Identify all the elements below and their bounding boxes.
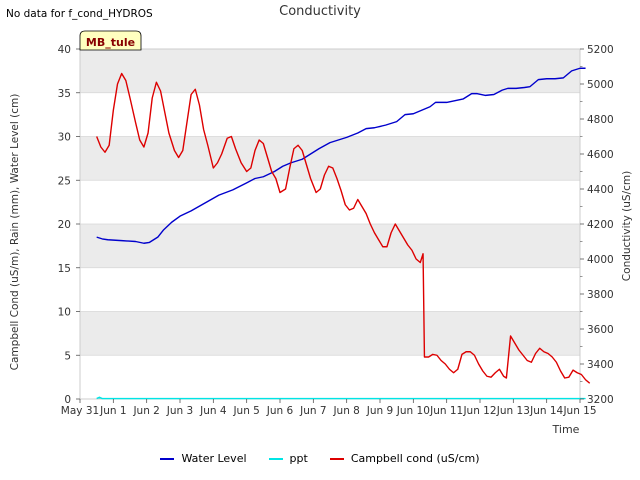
legend: Water Level ppt Campbell cond (uS/cm) — [0, 452, 640, 465]
no-data-note: No data for f_cond_HYDROS — [6, 8, 153, 20]
legend-swatch-campbell — [329, 457, 344, 460]
x-tick-label: Jun 7 — [299, 405, 326, 417]
x-axis-ticks: May 31 Jun 1 Jun 2 Jun 3 Jun 4 Jun 5 Jun 6 Jun … — [61, 399, 597, 417]
x-tick-label: Jun 2 — [132, 405, 159, 417]
x-tick-label: Jun 8 — [332, 405, 359, 417]
x-tick-label: Jun 14 — [529, 405, 563, 417]
right-y-tick-label: 3200 — [587, 394, 614, 406]
legend-swatch-water-level — [160, 457, 175, 460]
background-bands — [80, 49, 580, 356]
series-line-0 — [96, 67, 586, 244]
legend-swatch-ppt — [268, 457, 283, 460]
left-y-axis-label: Campbell Cond (uS/m), Rain (mm), Water L… — [9, 94, 21, 371]
series-lines — [96, 67, 591, 400]
right-y-tick-label: 4800 — [587, 114, 614, 126]
x-tick-label: May 31 — [61, 405, 99, 417]
x-tick-label: Jun 4 — [199, 405, 227, 417]
left-y-tick-label: 10 — [58, 307, 71, 319]
series-line-1 — [96, 396, 586, 400]
right-y-tick-label: 4200 — [587, 219, 614, 231]
right-y-tick-label: 4400 — [587, 184, 614, 196]
x-tick-label: Jun 12 — [462, 405, 496, 417]
legend-item-water-level: Water Level — [160, 452, 247, 465]
left-y-tick-label: 20 — [58, 219, 71, 231]
station-badge: MB_tule — [79, 30, 142, 51]
left-y-tick-label: 40 — [58, 44, 71, 56]
legend-label-campbell: Campbell cond (uS/cm) — [350, 452, 480, 465]
x-tick-label: Jun 3 — [166, 405, 193, 417]
left-y-tick-label: 25 — [58, 175, 71, 187]
x-tick-label: Jun 11 — [429, 405, 463, 417]
grid-band — [80, 136, 580, 181]
right-y-tick-label: 5000 — [587, 79, 614, 91]
right-y-axis-label: Conductivity (uS/cm) — [621, 171, 633, 281]
right-y-tick-label: 5200 — [587, 44, 614, 56]
legend-label-ppt: ppt — [289, 452, 308, 465]
x-tick-label: Jun 6 — [266, 405, 294, 417]
grid-band — [80, 224, 580, 268]
left-y-tick-label: 0 — [64, 394, 71, 406]
station-badge-label: MB_tule — [86, 36, 135, 49]
x-axis-label: Time — [552, 423, 580, 436]
legend-item-ppt: ppt — [268, 452, 308, 465]
right-y-tick-label: 4600 — [587, 149, 614, 161]
x-tick-label: Jun 5 — [232, 405, 259, 417]
right-y-axis-ticks: 3200 3400 3600 3800 4000 4200 4400 4600 4800 5000… — [580, 44, 614, 406]
grid-band — [80, 311, 580, 356]
left-y-tick-label: 15 — [58, 263, 71, 275]
left-y-tick-label: 5 — [64, 350, 71, 362]
x-tick-label: Jun 9 — [366, 405, 393, 417]
right-y-tick-label: 3800 — [587, 289, 614, 301]
x-tick-label: Jun 15 — [562, 405, 596, 417]
left-y-tick-label: 35 — [58, 88, 71, 100]
x-tick-label: Jun 10 — [396, 405, 430, 417]
right-y-tick-label: 4000 — [587, 254, 614, 266]
left-y-tick-label: 30 — [58, 132, 71, 144]
legend-item-campbell: Campbell cond (uS/cm) — [329, 452, 480, 465]
left-y-axis-ticks: 0 5 10 15 20 25 30 35 40 — [58, 44, 80, 406]
legend-label-water-level: Water Level — [181, 452, 247, 465]
x-tick-label: Jun 13 — [496, 405, 530, 417]
right-y-tick-label: 3600 — [587, 324, 614, 336]
series-line-2 — [96, 72, 591, 384]
grid-band — [80, 49, 580, 93]
chart-title: Conductivity — [279, 4, 361, 19]
right-y-tick-label: 3400 — [587, 359, 614, 371]
x-tick-label: Jun 1 — [99, 405, 126, 417]
